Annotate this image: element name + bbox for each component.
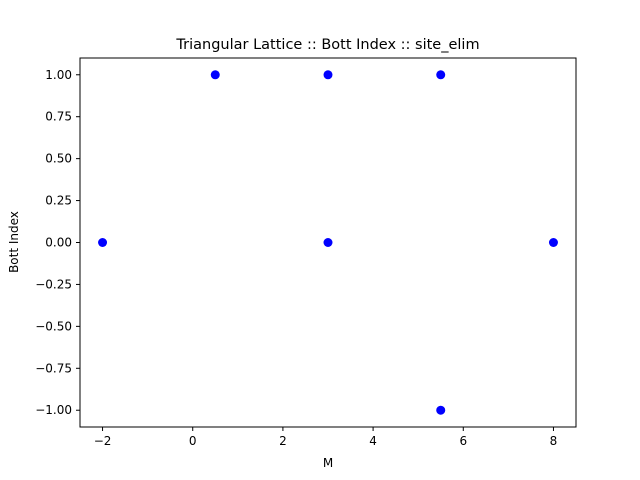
y-tick-label: 0.75 (45, 110, 72, 124)
data-point (210, 70, 220, 80)
y-tick-label: −1.00 (35, 403, 72, 417)
data-points (98, 70, 558, 415)
data-point (323, 238, 333, 247)
x-tick-label: −2 (94, 434, 112, 448)
y-tick-label: −0.75 (35, 361, 72, 375)
data-point (548, 238, 558, 247)
y-tick-label: 0.50 (45, 152, 72, 166)
y-axis-label: Bott Index (7, 211, 21, 273)
x-tick-label: 8 (550, 434, 558, 448)
y-axis-ticks: 1.00 0.75 0.50 0.25 0.00 −0.25 −0.50 −0.75 −1.00 (35, 68, 80, 417)
chart-title: Triangular Lattice :: Bott Index :: site… (175, 37, 479, 53)
y-tick-label: 0.00 (45, 236, 72, 250)
y-tick-label: −0.50 (35, 319, 72, 333)
x-tick-label: 2 (279, 434, 287, 448)
x-axis-label: M (323, 456, 333, 470)
x-axis-ticks: −2 0 2 4 6 8 (94, 427, 558, 448)
x-tick-label: 0 (189, 434, 197, 448)
x-tick-label: 4 (369, 434, 377, 448)
data-point (436, 70, 446, 80)
y-tick-label: 0.25 (45, 194, 72, 208)
data-point (436, 405, 446, 415)
plot-frame (79, 57, 577, 428)
data-point (98, 238, 108, 247)
y-tick-label: 1.00 (45, 68, 72, 82)
y-tick-label: −0.25 (35, 277, 72, 291)
x-tick-label: 6 (459, 434, 467, 448)
data-point (323, 70, 333, 80)
